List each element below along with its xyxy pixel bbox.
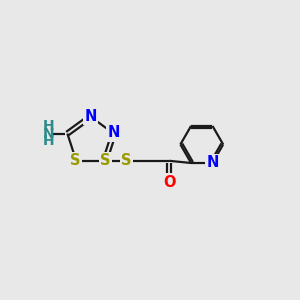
Text: S: S — [121, 153, 131, 168]
Text: S: S — [100, 153, 111, 168]
Text: N: N — [107, 125, 120, 140]
Text: H: H — [43, 134, 55, 148]
Text: N: N — [206, 155, 219, 170]
Text: O: O — [163, 175, 175, 190]
Text: S: S — [70, 153, 81, 168]
Text: N: N — [84, 109, 97, 124]
Text: H: H — [43, 119, 55, 133]
Text: N: N — [43, 127, 55, 141]
